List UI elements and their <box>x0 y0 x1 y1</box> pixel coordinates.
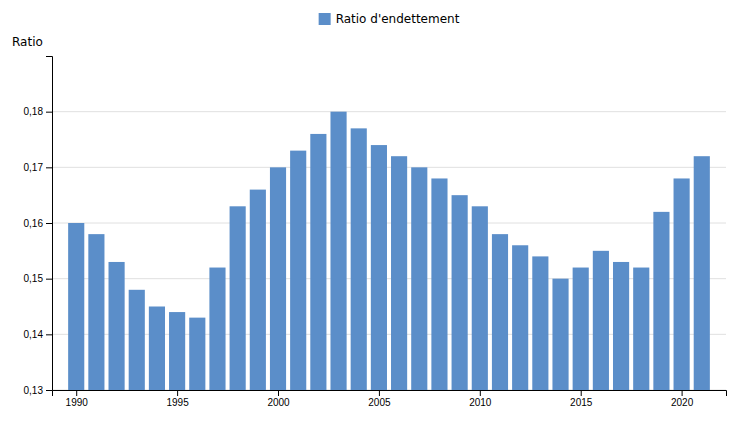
y-tick-mark <box>46 279 52 280</box>
bar <box>351 128 367 390</box>
x-tick-mark <box>278 390 279 396</box>
bar <box>452 195 468 390</box>
bar <box>209 268 225 390</box>
chart: 1990 1995 2000 2005 2010 2015 2020 0,13 0,14 0,15… <box>0 0 750 422</box>
legend-swatch <box>319 13 331 25</box>
y-axis: 0,13 0,14 0,15 0,16 0,17 0,18 <box>24 57 53 396</box>
bar <box>149 307 165 391</box>
bar <box>674 178 690 390</box>
y-axis-line <box>46 57 53 391</box>
bar <box>290 151 306 390</box>
bar <box>411 167 427 390</box>
bar <box>330 112 346 390</box>
grid-line <box>52 167 726 168</box>
y-tick: 0,18 <box>24 106 52 117</box>
bar <box>230 206 246 390</box>
x-tick: 2010 <box>469 390 492 408</box>
x-tick-label: 2020 <box>671 397 694 408</box>
y-tick-mark <box>46 390 52 391</box>
bar <box>472 206 488 390</box>
bar <box>129 290 145 390</box>
bar <box>250 190 266 390</box>
x-tick-label: 2015 <box>570 397 593 408</box>
x-tick-label: 1990 <box>66 397 89 408</box>
bar <box>492 234 508 390</box>
bar <box>613 262 629 390</box>
x-tick-mark <box>581 390 582 396</box>
y-tick-label: 0,13 <box>24 385 44 396</box>
bar <box>573 268 589 390</box>
bar <box>552 279 568 390</box>
y-tick-mark <box>46 167 52 168</box>
x-tick: 1990 <box>66 390 89 408</box>
y-tick: 0,14 <box>24 329 52 340</box>
y-tick-label: 0,18 <box>24 106 44 117</box>
x-tick-label: 2000 <box>267 397 290 408</box>
y-tick-mark <box>46 112 52 113</box>
bar <box>310 134 326 390</box>
bar <box>189 318 205 390</box>
bar <box>68 223 84 390</box>
grid-line <box>52 223 726 224</box>
legend-label: Ratio d'endettement <box>336 12 460 26</box>
bar <box>512 245 528 390</box>
y-tick: 0,16 <box>24 218 52 229</box>
x-axis-line <box>53 391 727 397</box>
x-tick: 2015 <box>570 390 593 408</box>
bars <box>68 112 710 390</box>
x-tick-label: 1995 <box>166 397 189 408</box>
x-tick: 2000 <box>267 390 290 408</box>
y-axis-title: Ratio <box>12 35 43 49</box>
legend: Ratio d'endettement <box>319 12 460 26</box>
x-tick: 1995 <box>166 390 189 408</box>
x-tick: 2005 <box>368 390 391 408</box>
bar <box>593 251 609 390</box>
bar <box>391 156 407 390</box>
legend-item: Ratio d'endettement <box>319 12 460 26</box>
y-tick-mark <box>46 223 52 224</box>
x-tick-mark <box>682 390 683 396</box>
x-tick-label: 2005 <box>368 397 391 408</box>
x-tick-mark <box>480 390 481 396</box>
x-axis: 1990 1995 2000 2005 2010 2015 2020 <box>53 390 727 408</box>
y-tick: 0,15 <box>24 273 52 284</box>
x-tick-mark <box>177 390 178 396</box>
bar <box>169 312 185 390</box>
y-tick-label: 0,16 <box>24 218 44 229</box>
bar <box>694 156 710 390</box>
y-tick-label: 0,17 <box>24 162 44 173</box>
y-tick: 0,13 <box>24 385 52 396</box>
x-tick-mark <box>379 390 380 396</box>
y-tick-mark <box>46 334 52 335</box>
x-tick-mark <box>76 390 77 396</box>
x-tick-label: 2010 <box>469 397 492 408</box>
y-tick-label: 0,15 <box>24 273 44 284</box>
bar <box>633 268 649 390</box>
plot-area: 1990 1995 2000 2005 2010 2015 2020 0,13 0,14 0,15… <box>24 57 727 422</box>
bar <box>371 145 387 390</box>
bar <box>270 167 286 390</box>
bar <box>431 178 447 390</box>
bar <box>88 234 104 390</box>
y-tick: 0,17 <box>24 162 52 173</box>
x-tick: 2020 <box>671 390 694 408</box>
bar <box>653 212 669 390</box>
grid-line <box>52 111 726 112</box>
bar <box>532 256 548 390</box>
y-tick-label: 0,14 <box>24 329 44 340</box>
bar <box>109 262 125 390</box>
